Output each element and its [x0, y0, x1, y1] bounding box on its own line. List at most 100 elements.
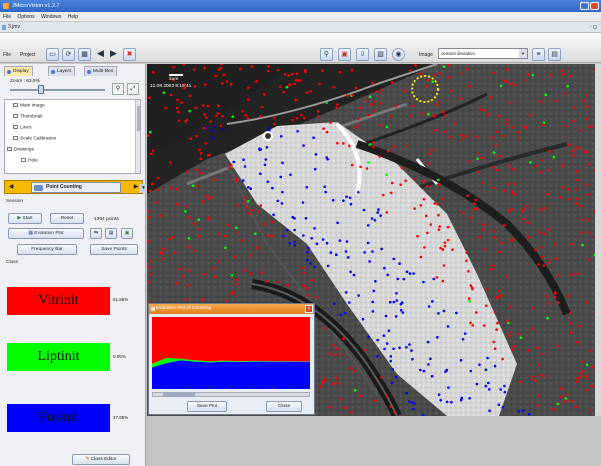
minimize-button[interactable] [580, 2, 589, 10]
count-point [439, 246, 442, 250]
class-fusinit[interactable]: Fusinit [7, 404, 110, 432]
image-options-button[interactable]: ▤ [548, 48, 561, 61]
image-select[interactable]: cement deviation ▾ [438, 48, 528, 59]
count-point [389, 115, 392, 118]
class-liptinit[interactable]: Liptinit [7, 343, 110, 371]
start-button[interactable]: ▶ Start [8, 213, 42, 224]
count-point [451, 248, 454, 251]
class-vitrinit[interactable]: Vitrinit [7, 287, 110, 315]
mode-select[interactable]: Point Counting ▾ [31, 182, 148, 193]
layer-item-hole[interactable]: Hole [21, 158, 38, 163]
count-point [379, 102, 382, 105]
count-point [510, 126, 514, 129]
count-point [264, 158, 268, 161]
count-point [446, 238, 450, 242]
layer-item-drawings[interactable]: Drawings [7, 147, 34, 152]
viewport-scrollbar[interactable] [595, 64, 601, 416]
tab-multi-tiles[interactable]: Multi-tiles [84, 66, 118, 76]
previous-mode-icon[interactable]: ◀ [8, 184, 14, 190]
count-point [494, 130, 498, 133]
tab-display[interactable]: Display [4, 66, 33, 76]
layer-item-thumbnail[interactable]: Thumbnail [13, 114, 42, 119]
count-point [377, 208, 380, 211]
plot-scroll-thumb[interactable] [163, 393, 195, 396]
image-settings-button[interactable]: ≡ [532, 48, 545, 61]
count-point [469, 216, 473, 219]
table-icon[interactable]: ▤ [105, 228, 117, 239]
count-point [572, 106, 576, 109]
close-icon[interactable]: × [305, 305, 313, 313]
count-point [203, 66, 206, 70]
project-label: Project [20, 52, 36, 58]
count-point [248, 272, 252, 275]
plot-scrollbar[interactable] [152, 392, 310, 397]
count-point [234, 179, 238, 183]
count-point [525, 79, 528, 82]
zoom-in-icon[interactable]: ⚲ [112, 83, 124, 95]
count-point [392, 145, 396, 148]
menu-file[interactable]: File [3, 14, 12, 20]
count-point [293, 240, 296, 244]
count-point [461, 72, 464, 75]
count-point [556, 402, 560, 406]
count-point [413, 207, 416, 210]
refresh-button[interactable]: ⟳ [62, 48, 75, 61]
count-point [392, 257, 396, 261]
menu-windows[interactable]: Windows [41, 14, 62, 20]
document-window-controls[interactable]: ▫ ◻ [589, 24, 597, 30]
count-point [370, 103, 373, 106]
count-point [422, 180, 425, 183]
count-point [331, 382, 335, 386]
count-point [191, 184, 195, 187]
count-point [281, 161, 284, 165]
count-point [235, 283, 239, 286]
evolution-plot-button[interactable]: ▦ Evolution Plot [8, 228, 84, 239]
chevron-down-icon[interactable]: ▾ [139, 184, 148, 193]
count-point [245, 206, 249, 209]
next-mode-icon[interactable]: ▶ [133, 184, 139, 190]
document-icon [2, 25, 6, 30]
tree-scroll-thumb[interactable] [137, 106, 140, 131]
evolution-plot-titlebar[interactable]: Evolution Plot of Counting × [149, 304, 314, 314]
previous-icon[interactable]: ◀ [97, 48, 104, 58]
close-image-button[interactable]: ✖ [123, 48, 136, 61]
close-button[interactable]: Close [266, 401, 302, 412]
chevron-down-icon[interactable]: ▾ [519, 49, 527, 58]
tree-scrollbar[interactable] [135, 100, 140, 173]
zoom-slider-track[interactable] [10, 89, 105, 91]
left-panel: Display Layers Multi-tiles Zoom : 63.5% … [0, 64, 148, 466]
next-icon[interactable]: ▶ [110, 48, 117, 58]
document-tab[interactable]: 3.jmv ▫ ◻ [0, 22, 601, 33]
zoom-slider-handle[interactable] [38, 85, 44, 94]
count-point [147, 134, 150, 137]
layer-item-lines[interactable]: Lines [13, 125, 31, 130]
export-button[interactable]: ⇩ [356, 48, 369, 61]
class-editor-button[interactable]: ✎ Class Editor [72, 454, 130, 465]
count-point [161, 257, 164, 261]
open-project-button[interactable]: ▭ [46, 48, 59, 61]
export-points-button[interactable]: ⇆ [90, 228, 102, 239]
layer-item-main-image[interactable]: Main image [13, 103, 45, 108]
image-icon[interactable]: ▣ [121, 228, 133, 239]
layer-icon [13, 125, 18, 129]
frequency-bar-button[interactable]: Frequency Bar [17, 244, 77, 255]
zoom-label: Zoom : 63.5% [10, 79, 40, 84]
count-point [286, 283, 289, 287]
save-points-button[interactable]: Save Points [90, 244, 138, 255]
reset-button[interactable]: Reset [50, 213, 84, 224]
zoom-tool-button[interactable]: ⚲ [320, 48, 333, 61]
menu-options[interactable]: Options [17, 14, 35, 20]
tab-layers[interactable]: Layers [48, 66, 76, 76]
fit-button[interactable]: ▦ [78, 48, 91, 61]
save-plot-button[interactable]: Save Plot [187, 401, 227, 412]
count-point [197, 227, 201, 231]
close-button[interactable] [590, 2, 599, 10]
zoom-fit-icon[interactable]: ⤢ [127, 83, 139, 95]
count-point [460, 97, 463, 100]
info-icon[interactable]: ◉ [392, 48, 405, 61]
count-point [513, 83, 517, 87]
menu-help[interactable]: Help [67, 14, 79, 20]
snapshot-button[interactable]: ▧ [374, 48, 387, 61]
layer-item-scale-calibration[interactable]: Scale Calibration [13, 136, 56, 141]
image-tool-button[interactable]: ▣ [338, 48, 351, 61]
